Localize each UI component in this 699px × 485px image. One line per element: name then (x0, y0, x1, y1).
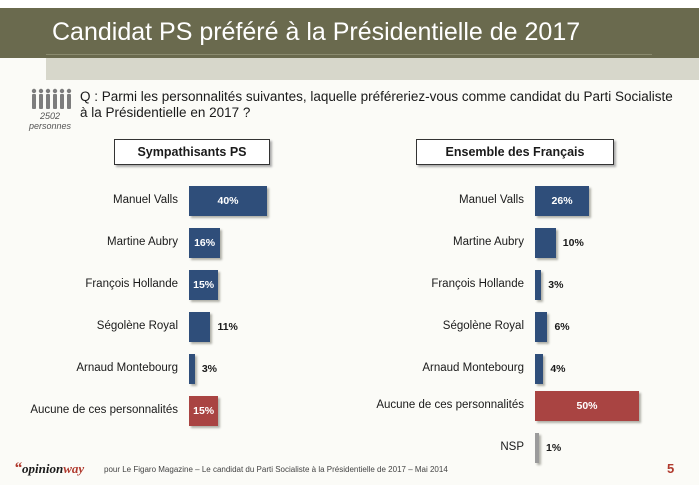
ens-bar (535, 312, 548, 342)
panel-title-ensemble: Ensemble des Français (416, 139, 614, 165)
subtitle-strip (46, 58, 699, 80)
ens-bar (535, 186, 590, 216)
symp-bar (189, 354, 195, 384)
symp-bar (189, 186, 267, 216)
ens-value-label: 3% (548, 279, 564, 291)
ens-category-label: François Hollande (431, 278, 524, 290)
ens-category-label: Manuel Valls (459, 194, 524, 206)
symp-category-label: Ségolène Royal (96, 320, 178, 332)
symp-category-label: Manuel Valls (113, 194, 178, 206)
title-box (46, 12, 652, 55)
page-number: 5 (667, 461, 675, 476)
ens-category-label: Aucune de ces personnalités (376, 399, 524, 411)
symp-value-label: 15% (193, 279, 215, 291)
symp-value-label: 16% (194, 237, 216, 249)
top-band (0, 0, 699, 8)
ens-bar (535, 391, 639, 421)
sample-unit: personnes (28, 121, 72, 131)
ens-bar (535, 354, 544, 384)
sample-size: 2502 personnes (28, 111, 72, 131)
ens-value-label: 4% (550, 363, 566, 375)
symp-category-label: François Hollande (85, 278, 178, 290)
page-title: Candidat PS préféré à la Présidentielle … (52, 18, 581, 46)
ens-bar (535, 270, 542, 300)
symp-category-label: Aucune de ces personnalités (30, 404, 178, 416)
ens-category-label: Martine Aubry (453, 236, 524, 248)
ens-bar (535, 228, 556, 258)
ens-category-label: Arnaud Montebourg (422, 362, 524, 374)
sample-count: 2502 (39, 111, 61, 121)
people-icon (31, 88, 72, 109)
ens-value-label: 1% (546, 442, 562, 454)
symp-value-label: 40% (217, 195, 239, 207)
ens-category-label: Ségolène Royal (442, 320, 524, 332)
symp-bar (189, 270, 219, 300)
symp-bar (189, 396, 219, 426)
ens-value-label: 10% (562, 237, 584, 249)
ens-bar (535, 433, 539, 463)
ens-value-label: 26% (551, 195, 573, 207)
ens-category-label: NSP (500, 441, 524, 453)
symp-bar (189, 228, 221, 258)
opinionway-logo: “opinionway (14, 460, 85, 477)
symp-category-label: Martine Aubry (107, 236, 178, 248)
footer-source: pour Le Figaro Magazine – Le candidat du… (104, 465, 448, 474)
ens-value-label: 6% (554, 321, 570, 333)
symp-value-label: 15% (193, 405, 215, 417)
question-text: Q : Parmi les personnalités suivantes, l… (80, 89, 673, 120)
symp-value-label: 11% (217, 321, 238, 333)
symp-value-label: 3% (201, 363, 218, 375)
symp-category-label: Arnaud Montebourg (76, 362, 178, 374)
symp-bar (189, 312, 211, 342)
panel-title-sympathisants: Sympathisants PS (114, 139, 270, 165)
ens-value-label: 50% (576, 400, 598, 412)
